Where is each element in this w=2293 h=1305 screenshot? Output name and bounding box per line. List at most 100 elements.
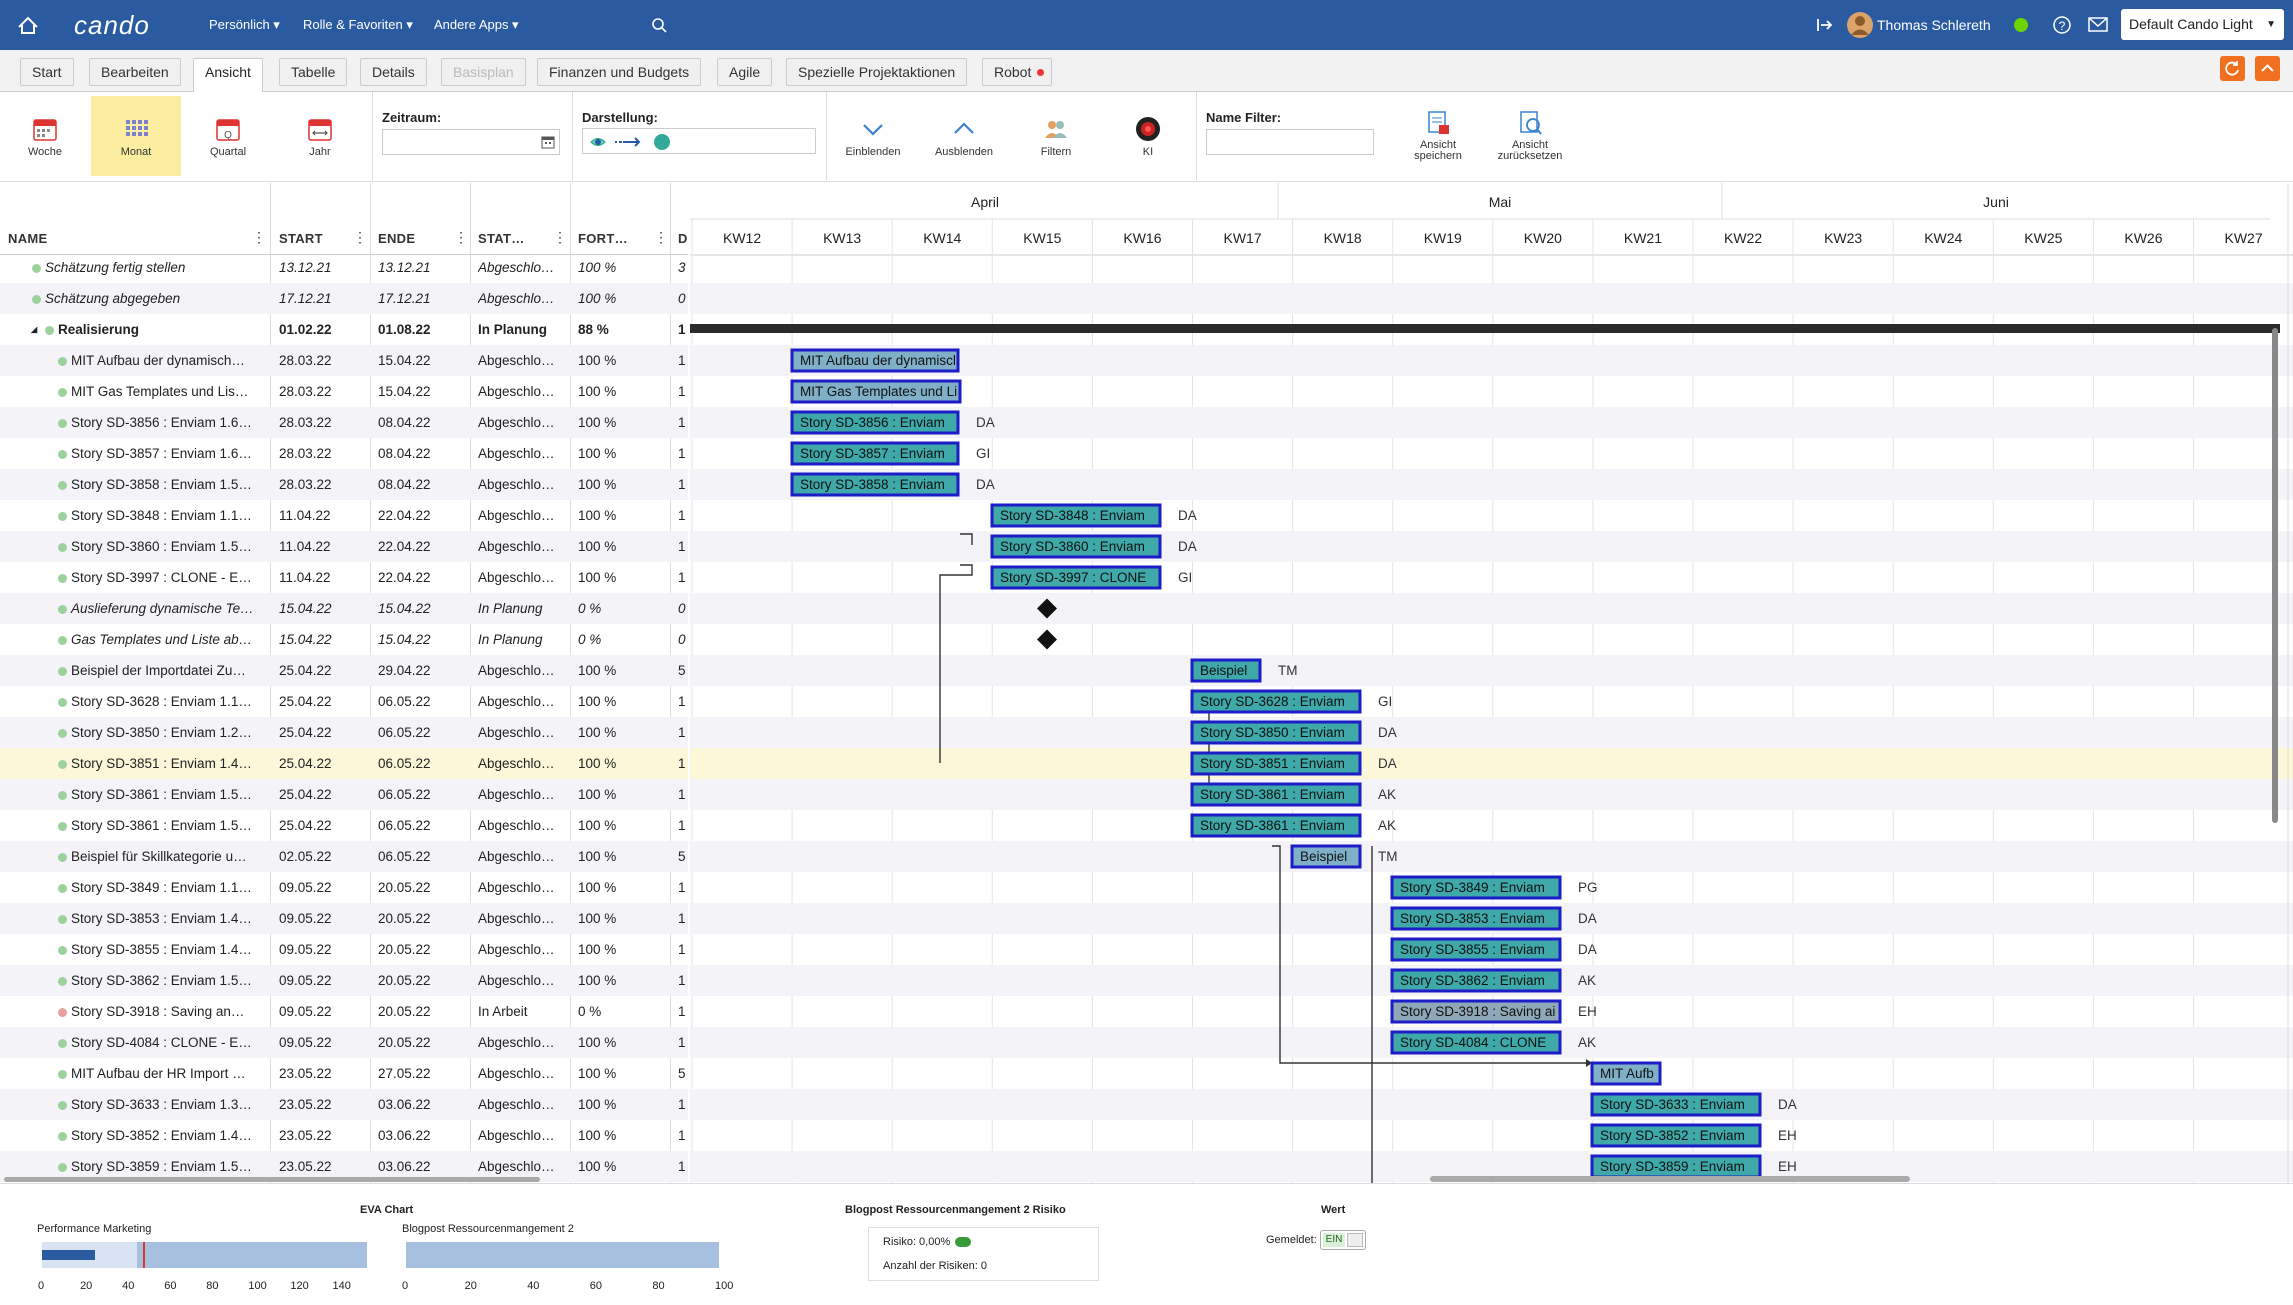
- gemeldet-toggle[interactable]: EIN: [1320, 1230, 1366, 1250]
- table-row[interactable]: MIT Gas Templates und Lis… 28.03.22 15.04.…: [0, 376, 688, 407]
- expand-toggle-icon[interactable]: ◢: [31, 325, 38, 334]
- task-bar[interactable]: [990, 534, 1162, 559]
- view-year-button[interactable]: Jahr: [275, 96, 365, 176]
- table-row[interactable]: Beispiel der Importdatei Zu… 25.04.22 29.0…: [0, 655, 688, 686]
- task-bar[interactable]: [1190, 658, 1262, 683]
- table-row[interactable]: Story SD-3633 : Enviam 1.3… 23.05.22 03.06…: [0, 1089, 688, 1120]
- task-bar[interactable]: [990, 503, 1162, 528]
- horizontal-scrollbar[interactable]: [4, 1177, 540, 1182]
- table-row[interactable]: Story SD-3628 : Enviam 1.1… 25.04.22 06.05…: [0, 686, 688, 717]
- view-quarter-button[interactable]: Q Quartal: [183, 96, 273, 176]
- table-row[interactable]: Story SD-3848 : Enviam 1.1… 11.04.22 22.04…: [0, 500, 688, 531]
- name-filter-input[interactable]: [1206, 129, 1374, 155]
- table-row[interactable]: Story SD-3857 : Enviam 1.6… 28.03.22 08.04…: [0, 438, 688, 469]
- column-menu-icon[interactable]: ⋮: [654, 229, 668, 245]
- column-menu-icon[interactable]: ⋮: [353, 229, 367, 245]
- table-row[interactable]: Auslieferung dynamische Te… 15.04.22 15.04…: [0, 593, 688, 624]
- table-row[interactable]: Story SD-3861 : Enviam 1.5… 25.04.22 06.05…: [0, 810, 688, 841]
- ansicht-zuruecksetzen-button[interactable]: Ansicht zurücksetzen: [1485, 96, 1575, 176]
- column-header-ende[interactable]: ENDE: [378, 231, 416, 246]
- tab-details[interactable]: Details: [360, 58, 427, 86]
- table-row[interactable]: Story SD-3852 : Enviam 1.4… 23.05.22 03.06…: [0, 1120, 688, 1151]
- avatar[interactable]: [1846, 0, 1874, 50]
- tab-bearbeiten[interactable]: Bearbeiten: [89, 58, 181, 86]
- task-bar[interactable]: [1190, 751, 1362, 776]
- table-row[interactable]: Gas Templates und Liste ab… 15.04.22 15.04…: [0, 624, 688, 655]
- table-row[interactable]: Beispiel für Skillkategorie u… 02.05.22 06…: [0, 841, 688, 872]
- einblenden-button[interactable]: Einblenden: [828, 96, 918, 176]
- ansicht-speichern-button[interactable]: Ansicht speichern: [1393, 96, 1483, 176]
- task-bar[interactable]: [1290, 844, 1362, 869]
- ki-button[interactable]: KI: [1103, 96, 1193, 176]
- column-menu-icon[interactable]: ⋮: [454, 229, 468, 245]
- view-week-button[interactable]: Woche: [0, 96, 90, 176]
- menu-andere-apps[interactable]: Andere Apps ▾: [434, 17, 519, 32]
- task-bar[interactable]: [790, 410, 960, 435]
- column-header-start[interactable]: START: [279, 231, 323, 246]
- task-bar[interactable]: [1390, 875, 1562, 900]
- tab-finanzen-budgets[interactable]: Finanzen und Budgets: [537, 58, 702, 86]
- calendar-picker-icon[interactable]: [541, 135, 555, 149]
- logout-icon[interactable]: [1816, 0, 1834, 50]
- tab-ansicht[interactable]: Ansicht: [193, 58, 263, 92]
- task-bar[interactable]: [1190, 782, 1362, 807]
- help-icon[interactable]: ?: [2052, 0, 2072, 50]
- task-bar[interactable]: [1590, 1061, 1662, 1086]
- table-row[interactable]: Schätzung fertig stellen 13.12.21 13.12.21…: [0, 255, 688, 283]
- column-menu-icon[interactable]: ⋮: [252, 229, 266, 245]
- tab-start[interactable]: Start: [20, 58, 74, 86]
- task-bar[interactable]: [1590, 1092, 1762, 1117]
- collapse-ribbon-icon[interactable]: [2255, 56, 2280, 81]
- filtern-button[interactable]: Filtern: [1011, 96, 1101, 176]
- task-bar[interactable]: [1390, 968, 1562, 993]
- view-month-button[interactable]: Monat: [91, 96, 181, 176]
- tab-spezielle-projektaktionen[interactable]: Spezielle Projektaktionen: [786, 58, 968, 86]
- task-bar[interactable]: [790, 379, 962, 404]
- task-bar[interactable]: [1190, 813, 1362, 838]
- table-row[interactable]: Story SD-3997 : CLONE - E… 11.04.22 22.04.…: [0, 562, 688, 593]
- table-row[interactable]: Story SD-3858 : Enviam 1.5… 28.03.22 08.04…: [0, 469, 688, 500]
- task-bar[interactable]: [1190, 689, 1362, 714]
- column-menu-icon[interactable]: ⋮: [553, 229, 567, 245]
- tab-robot[interactable]: Robot: [982, 58, 1053, 86]
- table-row[interactable]: Story SD-3853 : Enviam 1.4… 09.05.22 20.05…: [0, 903, 688, 934]
- tab-tabelle[interactable]: Tabelle: [279, 58, 348, 86]
- table-row[interactable]: ◢ Realisierung 01.02.22 01.08.22 In Planung…: [0, 314, 688, 345]
- column-header-name[interactable]: NAME: [8, 231, 48, 246]
- app-logo[interactable]: cando: [74, 10, 150, 40]
- table-row[interactable]: Story SD-3862 : Enviam 1.5… 09.05.22 20.05…: [0, 965, 688, 996]
- column-header-status[interactable]: STAT…: [478, 231, 525, 246]
- task-bar[interactable]: [1390, 1030, 1562, 1055]
- table-row[interactable]: Story SD-3856 : Enviam 1.6… 28.03.22 08.04…: [0, 407, 688, 438]
- task-bar[interactable]: [790, 472, 960, 497]
- refresh-icon[interactable]: [2220, 56, 2245, 81]
- milestone-diamond[interactable]: [1037, 598, 1057, 619]
- tab-agile[interactable]: Agile: [717, 58, 773, 86]
- table-row[interactable]: Story SD-3855 : Enviam 1.4… 09.05.22 20.05…: [0, 934, 688, 965]
- profile-select[interactable]: Default Cando Light ▼: [2121, 9, 2284, 40]
- table-row[interactable]: Story SD-4084 : CLONE - E… 09.05.22 20.05.…: [0, 1027, 688, 1058]
- vertical-scrollbar[interactable]: [2272, 328, 2278, 823]
- table-row[interactable]: MIT Aufbau der dynamisch… 28.03.22 15.04.2…: [0, 345, 688, 376]
- column-header-d[interactable]: D: [678, 231, 688, 246]
- table-row[interactable]: Story SD-3859 : Enviam 1.5… 23.05.22 03.06…: [0, 1151, 688, 1182]
- table-row[interactable]: Story SD-3861 : Enviam 1.5… 25.04.22 06.05…: [0, 779, 688, 810]
- table-row[interactable]: Story SD-3850 : Enviam 1.2… 25.04.22 06.05…: [0, 717, 688, 748]
- table-row[interactable]: MIT Aufbau der HR Import … 23.05.22 27.05.…: [0, 1058, 688, 1089]
- task-bar[interactable]: [1390, 906, 1562, 931]
- task-bar[interactable]: [1590, 1123, 1762, 1148]
- column-header-fortschritt[interactable]: FORT…: [578, 231, 628, 246]
- search-icon[interactable]: [650, 0, 668, 50]
- table-row[interactable]: Story SD-3860 : Enviam 1.5… 11.04.22 22.04…: [0, 531, 688, 562]
- home-icon[interactable]: [16, 0, 40, 50]
- table-row[interactable]: Schätzung abgegeben 17.12.21 17.12.21 Abges…: [0, 283, 688, 314]
- task-bar[interactable]: [1390, 999, 1562, 1024]
- task-bar[interactable]: [1390, 937, 1562, 962]
- ausblenden-button[interactable]: Ausblenden: [919, 96, 1009, 176]
- milestone-diamond[interactable]: [1037, 629, 1057, 650]
- task-bar[interactable]: [790, 441, 960, 466]
- zeitraum-input[interactable]: [382, 129, 560, 155]
- task-bar[interactable]: [990, 565, 1162, 590]
- task-bar[interactable]: [1190, 720, 1362, 745]
- menu-persoenlich[interactable]: Persönlich ▾: [209, 17, 280, 32]
